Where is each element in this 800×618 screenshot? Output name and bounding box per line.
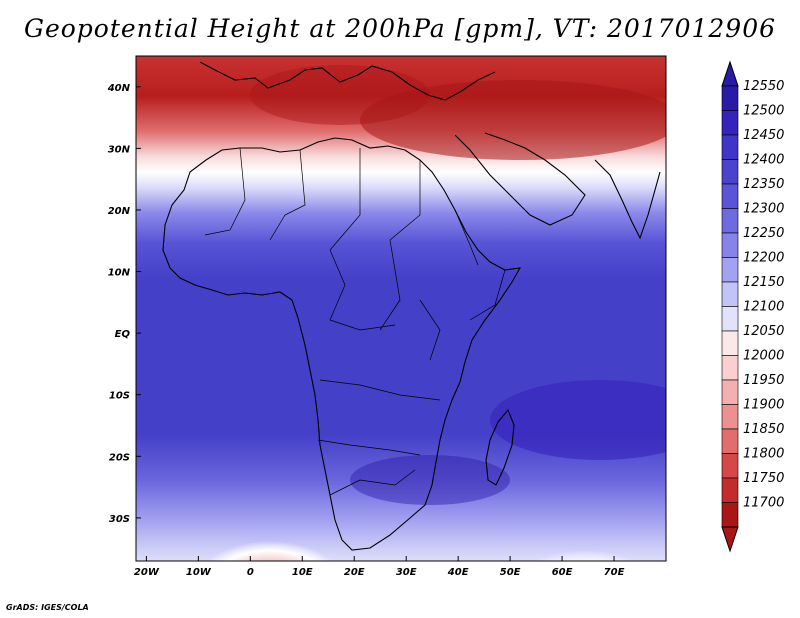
colorbar-label: 11750: [743, 471, 784, 486]
africa-coastline: [162, 137, 522, 551]
max-height-cell: [490, 380, 666, 460]
colorbar-top-arrow: [721, 60, 739, 87]
lat-tick-label: 20S: [109, 452, 130, 463]
lon-tick-label: 20E: [344, 567, 365, 578]
arabia-coastline: [454, 132, 586, 226]
colorbar-swatch: [721, 502, 739, 528]
chart-title: Geopotential Height at 200hPa [gpm], VT:…: [23, 14, 777, 43]
colorbar-swatch: [721, 232, 739, 258]
lat-tick-label: 10S: [109, 391, 130, 402]
colorbar-label: 12250: [743, 226, 784, 241]
colorbar-label: 11950: [743, 373, 784, 388]
colorbar-label: 12350: [743, 177, 784, 192]
colorbar-label: 12400: [743, 153, 784, 168]
lat-tick-label: 40N: [107, 83, 131, 94]
colorbar-label: 12100: [743, 300, 784, 315]
lon-tick-label: 60E: [552, 567, 573, 578]
lon-tick-label: 20W: [134, 567, 160, 578]
colorbar-label: 12450: [743, 128, 784, 143]
colorbar-swatch: [721, 208, 739, 234]
map-plot-area: [136, 56, 666, 561]
colorbar-label: 11700: [743, 496, 784, 511]
colorbar-swatch: [721, 281, 739, 307]
lon-tick-label: 10W: [186, 567, 212, 578]
colorbar-swatch: [721, 428, 739, 454]
latitude-axis: 40N 30N 20N 10N EQ 10S 20S 30S: [107, 83, 141, 525]
lat-tick-label: 10N: [108, 268, 131, 279]
lat-tick-label: EQ: [115, 329, 131, 340]
lat-tick-label: 30S: [109, 514, 130, 525]
high-height-core: [250, 65, 430, 125]
plot-frame: [135, 55, 667, 562]
low-height-south-1: [205, 525, 335, 561]
coastlines: [162, 61, 661, 551]
grads-credit: GrADS: IGES/COLA: [6, 603, 89, 612]
lon-tick-label: 30E: [396, 567, 417, 578]
lon-tick-label: 70E: [604, 567, 625, 578]
max-height-cell-south: [350, 455, 510, 505]
colorbar-swatch: [721, 404, 739, 430]
india-coastline: [594, 159, 661, 240]
colorbar-swatch: [721, 379, 739, 405]
lon-tick-label: 40E: [447, 567, 469, 578]
colorbar-swatch: [721, 306, 739, 332]
colorbar-swatch: [721, 183, 739, 209]
colorbar-label: 12500: [743, 104, 784, 119]
colorbar-label: 12000: [743, 349, 784, 364]
colorbar: 12550 12500 12450 12400 12350 12300 12250 12200…: [721, 60, 784, 553]
colorbar-swatch: [721, 453, 739, 479]
colorbar-label: 12550: [743, 79, 784, 94]
colorbar-label: 11800: [743, 447, 784, 462]
europe-coastline: [199, 61, 496, 101]
lon-tick-label: 10E: [292, 567, 313, 578]
lon-tick-label: 50E: [500, 567, 521, 578]
colorbar-bottom-arrow: [721, 526, 739, 553]
colorbar-label: 11850: [743, 422, 784, 437]
colorbar-swatch: [721, 355, 739, 381]
colorbar-swatch: [721, 85, 739, 111]
longitude-axis: 20W 10W 0 10E 20E 30E 40E 50E 60E 70E: [134, 556, 625, 578]
colorbar-label: 12150: [743, 275, 784, 290]
lat-tick-label: 20N: [108, 206, 131, 217]
lat-tick-label: 30N: [108, 144, 131, 155]
country-borders: [204, 147, 506, 496]
colorbar-swatch: [721, 477, 739, 503]
colorbar-label: 12200: [743, 251, 784, 266]
colorbar-label: 12050: [743, 324, 784, 339]
colorbar-label: 12300: [743, 202, 784, 217]
colorbar-swatch: [721, 159, 739, 185]
colorbar-swatch: [721, 257, 739, 283]
lon-tick-label: 0: [247, 567, 254, 578]
colorbar-swatch: [721, 134, 739, 160]
madagascar-coastline: [485, 408, 515, 486]
colorbar-swatch: [721, 110, 739, 136]
colorbar-label: 11900: [743, 398, 784, 413]
low-height-south-2: [526, 538, 644, 561]
high-height-band: [360, 80, 666, 160]
colorbar-swatch: [721, 330, 739, 356]
